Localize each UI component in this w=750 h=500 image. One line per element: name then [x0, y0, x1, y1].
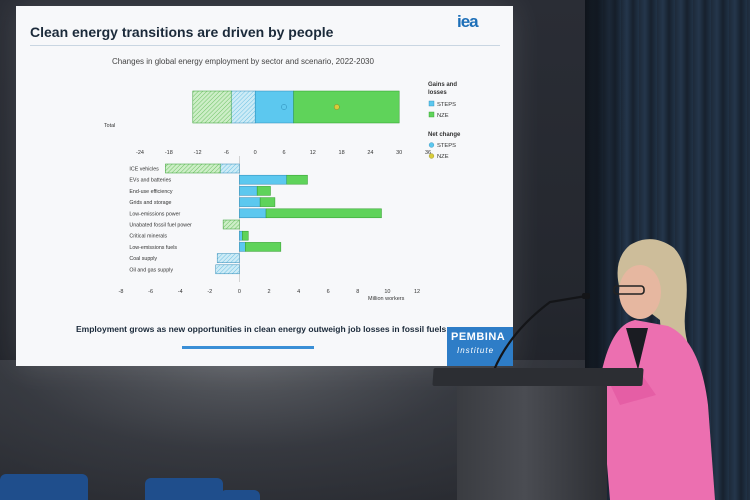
sector-tick-label: 6	[327, 289, 330, 295]
sector-tick-label: 10	[384, 289, 390, 295]
sector-tick-label: 2	[267, 289, 270, 295]
chart-subtitle: Changes in global energy employment by s…	[112, 57, 374, 66]
total-tick-label: 0	[254, 150, 257, 156]
legend-nze-label: NZE	[437, 113, 449, 119]
category-label: ICE vehicles	[129, 167, 159, 173]
net-marker-nze	[333, 104, 340, 110]
legend-net-steps-marker	[428, 142, 435, 148]
bar-nze	[256, 186, 271, 196]
total-tick-label: 30	[396, 150, 402, 156]
bar-nze	[242, 230, 249, 241]
audience-seat	[0, 474, 88, 500]
bar-nze	[265, 208, 382, 219]
employment-chart: Changes in global energy employment by s…	[104, 57, 461, 302]
category-label: Low-emissions fuels	[129, 245, 177, 251]
category-label: Total	[104, 123, 115, 129]
category-label: Grids and storage	[129, 200, 171, 206]
category-label: Critical minerals	[129, 234, 167, 240]
bar-nze	[286, 174, 308, 185]
bar-steps	[215, 264, 240, 275]
title-divider	[30, 45, 500, 46]
total-tick-label: 36	[425, 150, 431, 156]
microphone	[492, 293, 590, 371]
legend-steps-swatch	[428, 100, 435, 107]
bar-nze	[222, 219, 240, 230]
total-ticks: -24 -18 -12 -6 0 6 12 18 24 30 36	[136, 150, 431, 156]
legend-nze-swatch	[428, 111, 435, 118]
bar-nze	[259, 197, 276, 207]
sector-ticks: -8 -6 -4 -2 0 2 4 6 8 10 12	[119, 289, 421, 295]
total-tick-label: -12	[194, 150, 202, 156]
bar-steps	[216, 253, 240, 263]
lectern	[432, 368, 644, 500]
bar-steps	[239, 197, 261, 207]
total-tick-label: 6	[282, 150, 285, 156]
legend: Gains and losses STEPS NZE Net change ST…	[428, 82, 461, 160]
bar-steps	[239, 230, 243, 241]
slide-footer: Employment grows as new opportunities in…	[76, 324, 447, 334]
bar-steps	[239, 174, 288, 185]
audience-seat	[145, 478, 223, 500]
total-tick-label: 18	[339, 150, 345, 156]
projection-screen: Clean energy transitions are driven by p…	[16, 6, 513, 366]
slide-title: Clean energy transitions are driven by p…	[30, 24, 334, 40]
bar-steps	[239, 186, 258, 196]
pembina-wordmark: PEMBINA	[451, 331, 506, 343]
bar-steps	[219, 163, 240, 174]
total-chart: Total	[104, 90, 400, 129]
legend-gains-header-2: losses	[428, 90, 447, 96]
bar-nze	[165, 163, 221, 174]
legend-net-steps-label: STEPS	[437, 143, 456, 149]
total-bar-steps	[254, 90, 294, 124]
sector-tick-label: -2	[207, 289, 212, 295]
iea-logo: iea	[457, 12, 479, 31]
footer-accent-bar	[182, 346, 314, 349]
category-label: Low-emissions power	[129, 211, 180, 217]
sector-tick-label: 0	[238, 289, 241, 295]
pembina-subtitle: Institute	[457, 346, 495, 355]
total-tick-label: -6	[224, 150, 229, 156]
sector-tick-label: -8	[119, 289, 124, 295]
total-tick-label: 12	[310, 150, 316, 156]
category-label: Oil and gas supply	[129, 267, 173, 273]
audience-seat	[220, 490, 260, 500]
lectern-top	[432, 368, 644, 386]
total-bar-nze	[192, 90, 232, 124]
legend-gains-header: Gains and	[428, 82, 457, 88]
lectern-body	[457, 386, 607, 500]
legend-net-nze-marker	[428, 153, 435, 159]
legend-steps-label: STEPS	[437, 102, 456, 108]
speaker-person	[600, 239, 715, 500]
bar-steps	[239, 242, 246, 252]
category-label: Unabated fossil fuel power	[129, 223, 192, 229]
total-bar-nze	[293, 90, 400, 124]
category-label: EVs and batteries	[129, 178, 171, 184]
category-label: Coal supply	[129, 256, 157, 262]
x-axis-label: Million workers	[368, 296, 405, 302]
legend-net-nze-label: NZE	[437, 154, 449, 160]
pembina-logo: PEMBINA Institute	[447, 327, 513, 366]
bar-nze	[245, 242, 282, 252]
category-label: End-use efficiency	[129, 189, 173, 195]
legend-net-header: Net change	[428, 132, 461, 138]
sector-tick-label: 12	[414, 289, 420, 295]
sector-tick-label: 4	[297, 289, 300, 295]
sector-tick-label: 8	[356, 289, 359, 295]
total-bar-steps	[230, 90, 256, 124]
total-tick-label: -24	[136, 150, 144, 156]
total-tick-label: 24	[367, 150, 373, 156]
bar-steps	[239, 208, 267, 219]
sector-tick-label: -4	[178, 289, 183, 295]
net-marker-steps	[281, 104, 287, 110]
total-tick-label: -18	[165, 150, 173, 156]
sector-chart: ICE vehicles EVs and batteries End-use eff…	[129, 156, 382, 282]
sector-tick-label: -6	[148, 289, 153, 295]
